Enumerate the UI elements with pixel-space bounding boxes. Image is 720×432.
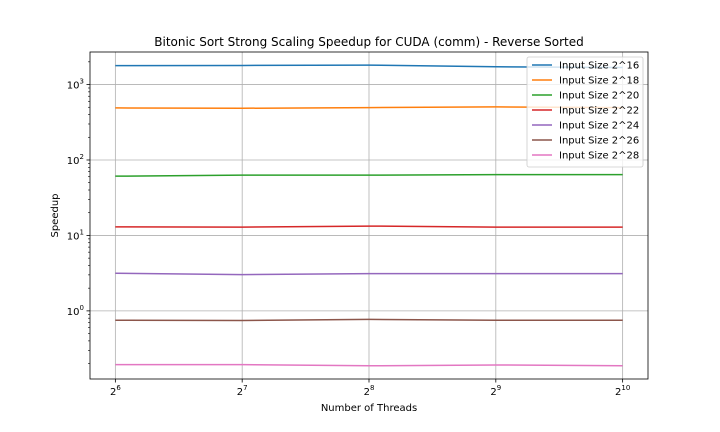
x-tick-label-exponent: 6 — [116, 384, 121, 392]
series-line — [115, 272, 623, 276]
legend-label: Input Size 2^16 — [559, 61, 639, 72]
y-tick-label-exponent: 2 — [80, 153, 84, 161]
y-tick-label-base: 10 — [67, 231, 80, 242]
y-axis-label: Speedup — [50, 193, 61, 237]
y-tick-label-base: 10 — [67, 81, 80, 92]
x-tick-label-exponent: 9 — [497, 384, 501, 392]
legend-label: Input Size 2^20 — [559, 91, 639, 102]
x-tick-label: 28 — [364, 384, 375, 398]
x-tick-label: 29 — [490, 384, 501, 398]
series-line — [115, 173, 623, 177]
y-tick-label-base: 10 — [67, 156, 80, 167]
x-tick-label-exponent: 8 — [370, 384, 374, 392]
y-tick-label: 102 — [67, 153, 84, 167]
x-tick-label-exponent: 7 — [243, 384, 247, 392]
x-tick-label-base: 2 — [364, 387, 370, 398]
x-tick-label-exponent: 10 — [621, 384, 630, 392]
y-tick-label-exponent: 1 — [80, 228, 84, 236]
x-tick-label-base: 2 — [237, 387, 243, 398]
legend-box — [526, 56, 644, 168]
x-tick-label-base: 2 — [110, 387, 116, 398]
legend-label: Input Size 2^24 — [559, 121, 639, 132]
y-tick-label: 103 — [67, 78, 84, 92]
x-axis-label: Number of Threads — [321, 403, 417, 414]
legend: Input Size 2^16 Input Size 2^18 Input Size… — [526, 56, 644, 168]
legend-label: Input Size 2^26 — [559, 136, 639, 147]
x-tick-label-base: 2 — [615, 387, 621, 398]
x-tick-label: 27 — [237, 384, 248, 398]
legend-label: Input Size 2^18 — [559, 76, 639, 87]
y-tick-label: 100 — [67, 304, 84, 318]
series-line — [115, 225, 623, 228]
legend-label: Input Size 2^28 — [559, 151, 639, 162]
y-tick-label: 101 — [67, 228, 84, 242]
y-tick-label-exponent: 0 — [80, 304, 84, 312]
x-tick-label-base: 2 — [490, 387, 496, 398]
series-line — [115, 363, 623, 367]
y-tick-label-base: 10 — [67, 307, 80, 318]
series-line — [115, 318, 623, 322]
chart-title: Bitonic Sort Strong Scaling Speedup for … — [154, 35, 584, 49]
legend-label: Input Size 2^22 — [559, 106, 639, 117]
x-tick-label: 26 — [110, 384, 121, 398]
x-tick-label: 210 — [615, 384, 630, 398]
series-lines — [115, 64, 623, 367]
y-tick-label-exponent: 3 — [80, 78, 84, 86]
